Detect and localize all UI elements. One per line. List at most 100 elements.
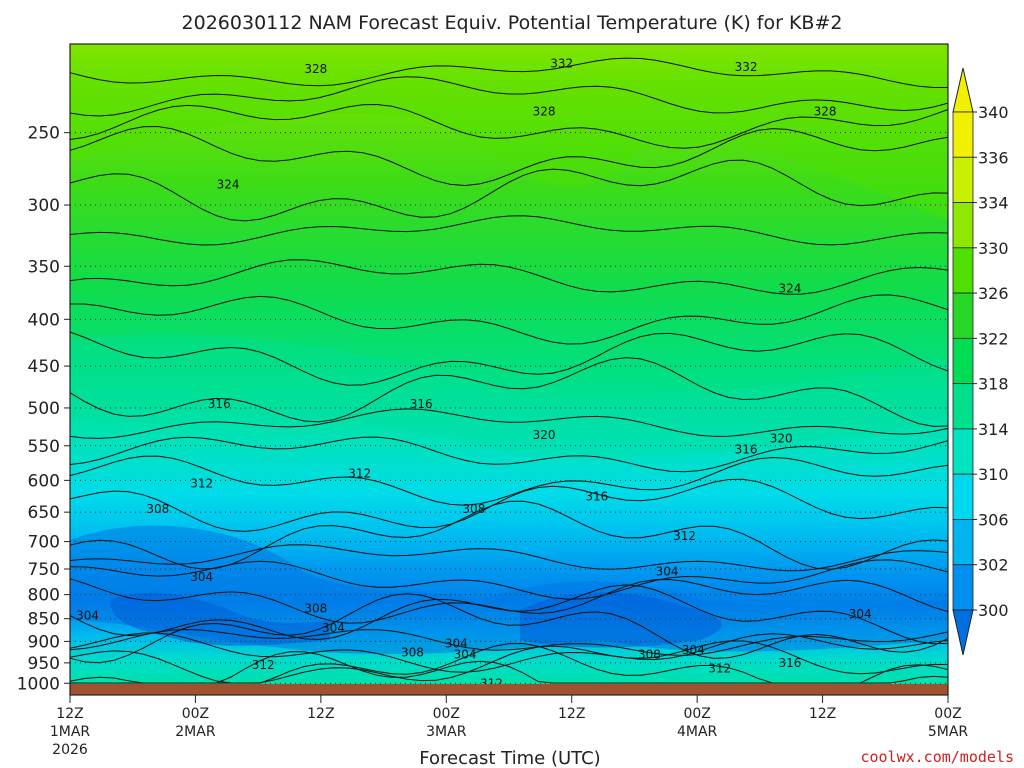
contour-line [69, 125, 949, 187]
x-axis: 12Z 1MAR 2026 00Z 2MAR 12Z 00Z 3MAR 12Z 00Z 4MAR 12… [50, 695, 969, 758]
contour-line [69, 259, 949, 295]
contour-label: 320 [533, 428, 556, 442]
core-cold-2 [520, 592, 722, 648]
contour-label: 308 [401, 645, 424, 659]
y-tick-label: 700 [28, 533, 60, 553]
contour-label: 312 [673, 529, 696, 543]
colorbar-swatch [952, 202, 974, 249]
x-tick-label-line1: 12Z [809, 706, 836, 722]
colorbar-swatch [952, 337, 974, 385]
colorbar-swatch [952, 564, 974, 611]
colorbar-swatch [952, 247, 974, 294]
x-tick-label-line2: 5MAR [928, 724, 969, 740]
colorbar-label: 306 [978, 510, 1009, 529]
contour-line [69, 544, 949, 572]
y-tick-label: 900 [28, 632, 60, 652]
plot-frame [69, 43, 949, 696]
colorbar-label: 340 [978, 103, 1009, 122]
contour-label: 304 [454, 647, 477, 661]
contour-line [70, 651, 949, 684]
x-tick-label-line2: 4MAR [677, 724, 718, 740]
x-tick-label-line3: 2026 [52, 742, 88, 758]
contour-line [69, 159, 949, 222]
contour-label: 308 [462, 502, 485, 516]
x-tick-label-line2: 2MAR [175, 724, 216, 740]
contour-line [69, 331, 949, 386]
credit-text: coolwx.com/models [860, 748, 1014, 766]
contour-line [69, 57, 948, 88]
colorbar-top-arrow [952, 67, 974, 113]
x-tick-label-line1: 12Z [307, 706, 334, 722]
y-tick-label: 800 [28, 586, 60, 606]
colorbar-bottom-arrow [952, 609, 974, 656]
contour-line [69, 215, 949, 246]
y-axis: 2503003504004505005506006507007508008509… [17, 124, 70, 694]
colorbar-swatch [952, 111, 974, 158]
contour-label: 332 [735, 60, 758, 74]
contour-line [69, 455, 949, 506]
x-tick-label-line2: 1MAR [50, 724, 91, 740]
y-tick-label: 350 [28, 257, 60, 277]
colorbar-label: 314 [978, 420, 1009, 439]
contour-label: 304 [682, 643, 705, 657]
y-tick-label: 400 [28, 310, 60, 330]
colorbar-label: 302 [978, 556, 1009, 575]
y-tick-label: 300 [28, 196, 60, 216]
contour-label: 316 [410, 397, 433, 411]
colorbar-label: 322 [978, 329, 1009, 348]
contour-label: 320 [770, 432, 793, 446]
contour-label: 304 [76, 608, 99, 622]
contour-line [70, 294, 949, 345]
moist-band [70, 334, 948, 459]
contour-line [69, 76, 949, 117]
warm-band [70, 44, 948, 220]
contour-line [69, 436, 949, 473]
y-tick-label: 750 [28, 560, 60, 580]
contour-line [69, 357, 949, 427]
y-tick-label: 1000 [17, 674, 60, 694]
y-tick-label: 850 [28, 610, 60, 630]
colorbar-swatch [952, 383, 974, 430]
y-tick-label: 600 [28, 471, 60, 491]
contour-label: 324 [217, 178, 240, 192]
x-axis-label: Forecast Time (UTC) [419, 748, 600, 768]
contour-label: 316 [585, 490, 608, 504]
colorbar-swatch [952, 519, 974, 566]
y-tick-label: 250 [28, 124, 60, 144]
ground [70, 684, 948, 695]
x-tick-label-line1: 00Z [934, 706, 961, 722]
x-tick-label-line1: 00Z [182, 706, 209, 722]
contour-line [69, 500, 949, 570]
colorbar-swatch [952, 473, 974, 520]
colorbar-label: 334 [978, 194, 1009, 213]
contour-line [69, 559, 949, 600]
y-tick-label: 950 [28, 654, 60, 674]
cold-pool [70, 525, 948, 655]
x-tick-label-line1: 12Z [558, 706, 585, 722]
contour-label: 316 [208, 397, 231, 411]
contour-label: 304 [656, 565, 679, 579]
colorbar-label: 326 [978, 284, 1009, 303]
colorbar-label: 310 [978, 465, 1009, 484]
contour-label: 304 [445, 637, 468, 651]
contour-line [69, 584, 949, 645]
contour-label: 316 [779, 656, 802, 670]
contour-label: 304 [190, 570, 213, 584]
contour-label: 308 [304, 601, 327, 615]
contour-label: 328 [533, 104, 556, 118]
contour-label: 324 [779, 281, 802, 295]
colorbar-label: 318 [978, 375, 1009, 394]
colorbar-label: 336 [978, 148, 1009, 167]
contour-label: 328 [814, 104, 837, 118]
contour-line [69, 408, 949, 439]
contour-line [69, 593, 949, 664]
colorbar-swatch [952, 292, 974, 339]
contour-label: 316 [735, 442, 758, 456]
contour-label: 308 [146, 502, 169, 516]
contour-label: 304 [322, 621, 345, 635]
colorbar-swatch [952, 156, 974, 203]
contour-line [69, 640, 949, 684]
contour-line [69, 632, 949, 673]
contour-line [69, 103, 949, 149]
contour-label: 312 [348, 467, 371, 481]
